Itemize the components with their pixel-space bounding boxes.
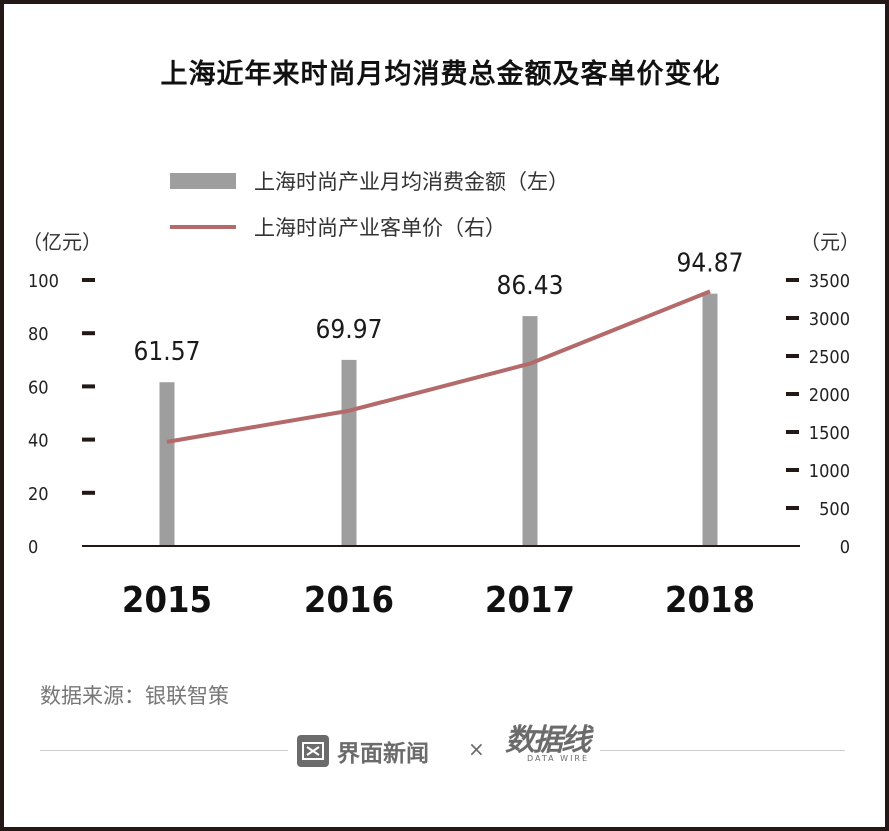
data-labels: 61.57 69.97 86.43 94.87 <box>134 249 744 368</box>
legend-line-swatch <box>170 225 236 229</box>
left-axis: 0 20 40 60 80 100 <box>28 271 95 558</box>
right-tick-label: 3500 <box>809 271 850 292</box>
right-tick-label: 3000 <box>809 309 850 330</box>
bar-data-label: 69.97 <box>316 315 383 345</box>
line-series <box>166 289 711 444</box>
footer-divider-right <box>600 750 845 751</box>
line-path <box>166 289 711 444</box>
right-tick-label: 500 <box>819 499 850 520</box>
left-tick-label: 80 <box>28 324 49 345</box>
bar-series <box>159 293 718 546</box>
legend-item-line: 上海时尚产业客单价（右） <box>170 212 506 242</box>
bar-2015 <box>159 382 175 546</box>
bar-2018 <box>702 293 718 546</box>
x-tick-label: 2016 <box>304 580 394 621</box>
bar-data-label: 94.87 <box>677 249 744 279</box>
legend-item-bar: 上海时尚产业月均消费金额（左） <box>170 166 569 196</box>
left-axis-unit: （亿元） <box>22 230 102 254</box>
bar-2017 <box>522 316 538 546</box>
left-tick-label: 60 <box>28 377 49 398</box>
datawire-brand: 数据线 DATA WIRE <box>505 723 591 764</box>
right-tick-label: 2000 <box>809 385 850 406</box>
source-note: 数据来源：银联智策 <box>40 684 229 708</box>
brand-separator: × <box>468 737 485 761</box>
x-axis-labels: 2015 2016 2017 2018 <box>122 580 755 621</box>
jiemian-logo-icon <box>297 735 329 767</box>
chart-title: 上海近年来时尚月均消费总金额及客单价变化 <box>160 59 721 90</box>
right-axis-unit: （元） <box>800 230 860 254</box>
x-tick-label: 2015 <box>122 580 212 621</box>
right-tick-label: 2500 <box>809 347 850 368</box>
left-tick-label: 40 <box>28 431 49 452</box>
bar-2016 <box>341 359 357 546</box>
datawire-sub: DATA WIRE <box>527 754 590 763</box>
right-tick-label: 1500 <box>809 423 850 444</box>
footer-divider-left <box>40 750 288 751</box>
left-tick-label: 20 <box>28 484 49 505</box>
right-tick-label: 1000 <box>809 461 850 482</box>
left-tick-label: 100 <box>28 271 59 292</box>
x-tick-label: 2018 <box>665 580 755 621</box>
right-tick-label: 0 <box>840 537 850 558</box>
left-tick-label: 0 <box>28 537 38 558</box>
legend-line-label: 上海时尚产业客单价（右） <box>254 216 506 240</box>
x-tick-label: 2017 <box>485 580 575 621</box>
legend-bar-label: 上海时尚产业月均消费金额（左） <box>254 170 569 194</box>
jiemian-brand: 界面新闻 <box>297 734 429 768</box>
right-axis: 0 500 1000 1500 2000 2500 3000 3500 <box>786 271 850 558</box>
datawire-logo: 数据线 <box>505 723 591 758</box>
legend-bar-swatch <box>170 173 236 189</box>
jiemian-name: 界面新闻 <box>337 741 429 767</box>
bar-data-label: 86.43 <box>497 271 564 301</box>
bar-data-label: 61.57 <box>134 337 201 367</box>
